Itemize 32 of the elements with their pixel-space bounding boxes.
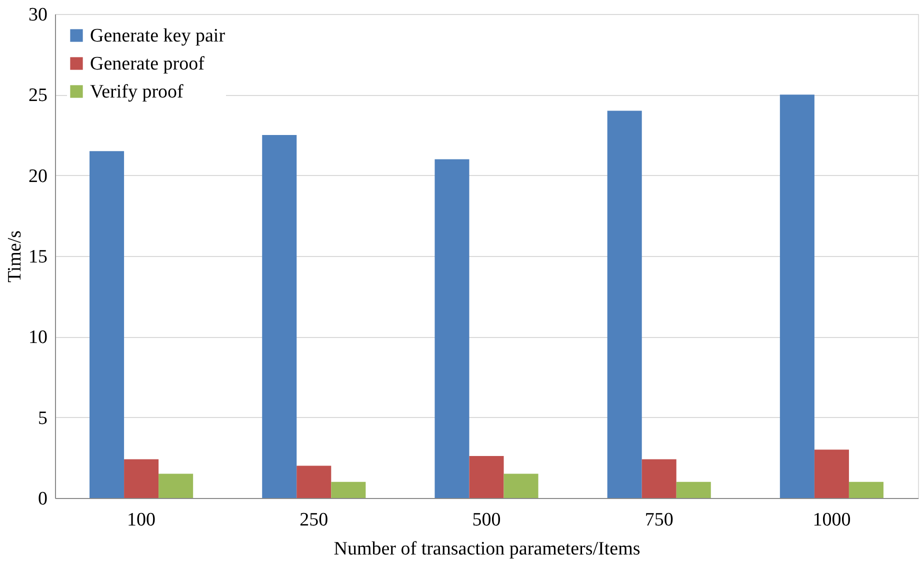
y-tick-label: 25 xyxy=(28,85,48,106)
x-tick-label: 750 xyxy=(644,510,674,530)
bar xyxy=(848,482,884,498)
bar xyxy=(469,456,504,498)
bar xyxy=(262,135,297,498)
y-axis-title: Time/s xyxy=(4,230,26,283)
x-tick-label: 250 xyxy=(300,510,328,530)
x-tick-label: 500 xyxy=(472,510,501,530)
y-tick-label: 20 xyxy=(28,166,48,187)
bar xyxy=(607,110,642,498)
bar xyxy=(434,159,470,498)
bar xyxy=(780,94,814,498)
legend-label: Verify proof xyxy=(90,82,184,102)
bar xyxy=(814,450,849,498)
y-tick-label: 5 xyxy=(38,408,48,429)
bar xyxy=(331,482,366,498)
bar xyxy=(676,482,711,498)
bar xyxy=(504,474,538,498)
bar xyxy=(642,459,676,498)
bar xyxy=(158,474,194,498)
x-tick-label: 100 xyxy=(127,510,156,530)
legend-label: Generate key pair xyxy=(90,26,226,46)
bar xyxy=(124,459,159,498)
legend-label: Generate proof xyxy=(90,54,206,74)
y-tick-label: 10 xyxy=(28,327,48,348)
bar xyxy=(296,466,332,498)
y-tick-label: 30 xyxy=(28,4,48,26)
x-axis-title: Number of transaction parameters/Items xyxy=(334,538,640,560)
y-tick-label: 0 xyxy=(38,488,48,510)
y-tick-label: 15 xyxy=(28,246,48,268)
x-tick-label: 1000 xyxy=(812,510,851,530)
bar xyxy=(90,151,124,498)
